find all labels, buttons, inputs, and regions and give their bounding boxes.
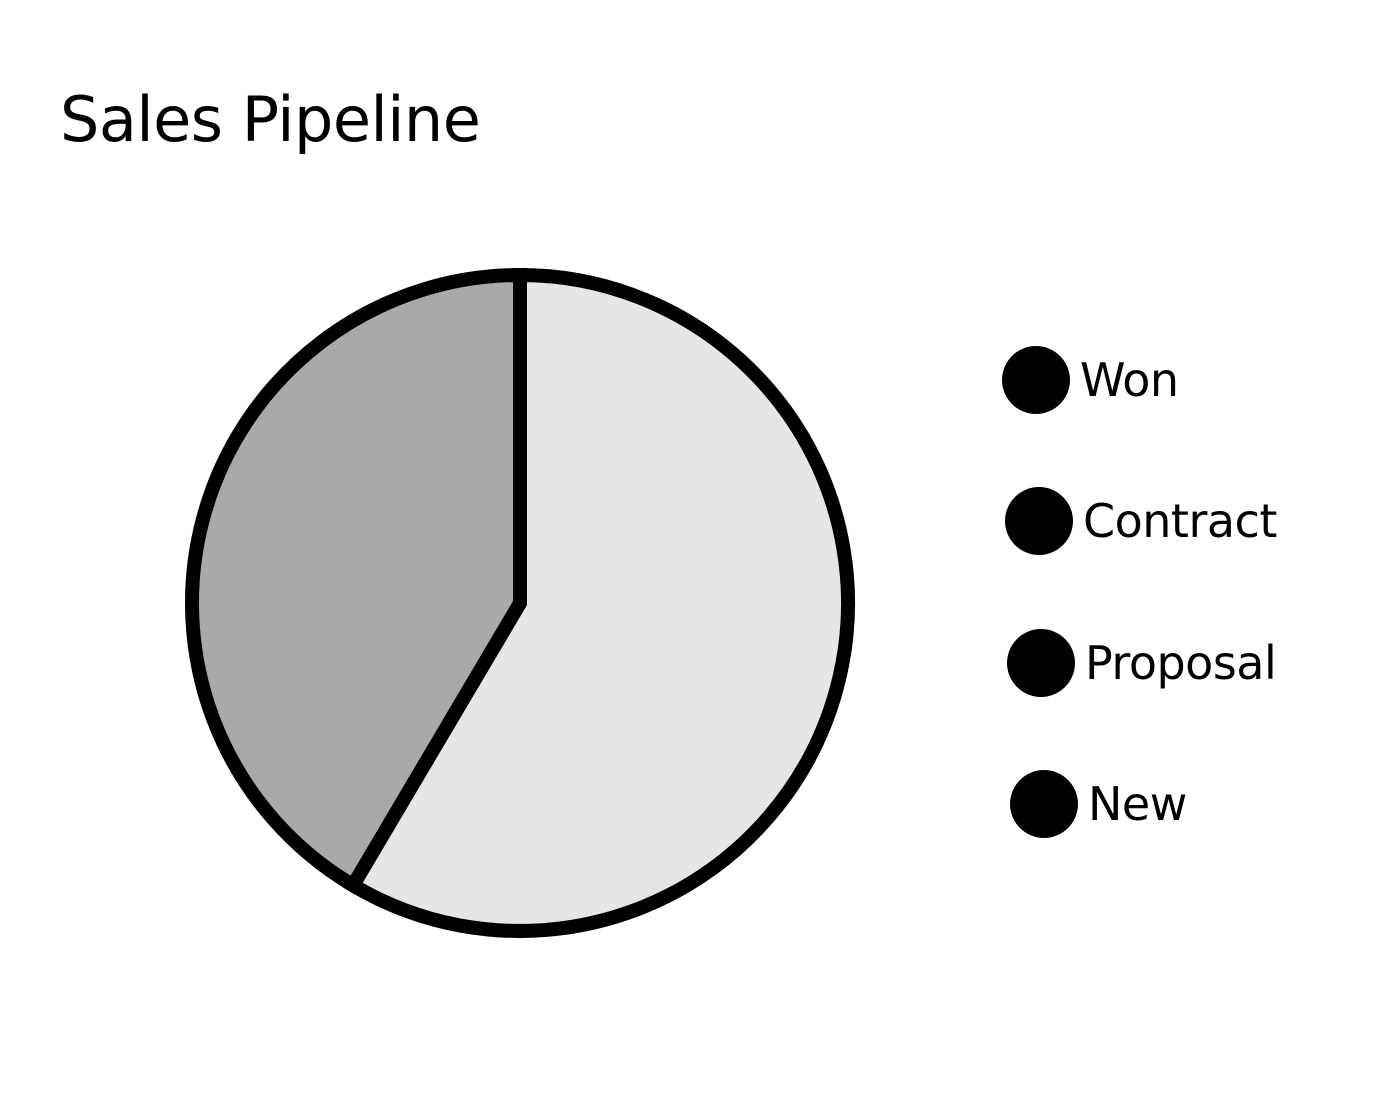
- legend-item-proposal: Proposal: [1007, 628, 1277, 698]
- pie-slices: [185, 267, 855, 938]
- chart-title: Sales Pipeline: [60, 83, 481, 156]
- legend-marker: [1005, 487, 1073, 555]
- legend-item-won: Won: [1002, 345, 1179, 415]
- legend-label: Won: [1080, 353, 1179, 407]
- pie-slice-won: [343, 267, 855, 938]
- legend-label: Proposal: [1085, 636, 1277, 690]
- legend-item-contract: Contract: [1005, 486, 1277, 556]
- legend-label: New: [1088, 777, 1187, 831]
- pie-slice-new: [185, 267, 527, 895]
- legend-marker: [1002, 346, 1070, 414]
- legend-label: Contract: [1083, 494, 1277, 548]
- legend-item-new: New: [1010, 769, 1187, 839]
- legend-marker: [1007, 629, 1075, 697]
- legend-marker: [1010, 770, 1078, 838]
